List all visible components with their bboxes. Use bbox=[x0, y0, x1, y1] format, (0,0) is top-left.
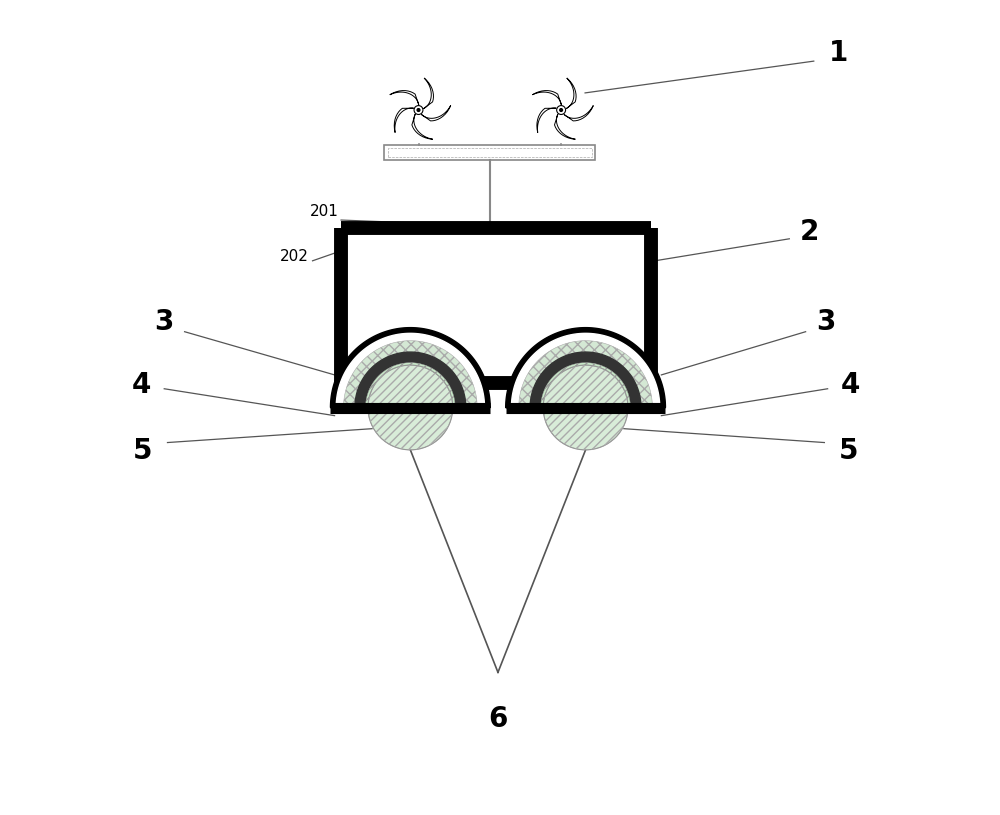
Bar bbox=[388, 148, 592, 157]
Polygon shape bbox=[344, 341, 477, 408]
Text: 4: 4 bbox=[132, 371, 151, 399]
Text: 3: 3 bbox=[816, 308, 836, 336]
Text: 6: 6 bbox=[488, 705, 507, 733]
Polygon shape bbox=[530, 352, 641, 408]
Text: 205: 205 bbox=[492, 353, 521, 368]
Polygon shape bbox=[330, 328, 490, 408]
Text: 5: 5 bbox=[839, 437, 859, 465]
Polygon shape bbox=[532, 90, 561, 105]
Text: 201: 201 bbox=[310, 205, 339, 219]
Polygon shape bbox=[566, 78, 576, 108]
Polygon shape bbox=[555, 114, 575, 139]
Polygon shape bbox=[537, 108, 556, 133]
Polygon shape bbox=[511, 333, 660, 408]
Text: 5: 5 bbox=[133, 437, 153, 465]
Polygon shape bbox=[564, 105, 593, 121]
Polygon shape bbox=[355, 352, 466, 408]
Circle shape bbox=[557, 106, 566, 114]
Polygon shape bbox=[366, 363, 455, 408]
Polygon shape bbox=[551, 373, 620, 408]
Text: 203: 203 bbox=[571, 294, 600, 309]
Polygon shape bbox=[506, 328, 665, 408]
Polygon shape bbox=[421, 105, 451, 121]
Polygon shape bbox=[394, 108, 414, 133]
Circle shape bbox=[560, 108, 562, 112]
Polygon shape bbox=[390, 90, 419, 105]
Polygon shape bbox=[336, 333, 485, 408]
Bar bbox=[341, 228, 651, 383]
Polygon shape bbox=[376, 373, 445, 408]
Text: 204: 204 bbox=[386, 353, 415, 368]
Bar bbox=[384, 145, 595, 160]
Text: 202: 202 bbox=[280, 249, 309, 264]
Circle shape bbox=[543, 365, 628, 450]
Polygon shape bbox=[541, 363, 630, 408]
Text: 2: 2 bbox=[800, 218, 819, 246]
Text: 4: 4 bbox=[841, 371, 860, 399]
Circle shape bbox=[368, 365, 453, 450]
Circle shape bbox=[417, 108, 420, 112]
Polygon shape bbox=[519, 341, 652, 408]
Circle shape bbox=[414, 106, 423, 114]
Polygon shape bbox=[412, 114, 433, 139]
Text: 3: 3 bbox=[155, 308, 174, 336]
Polygon shape bbox=[423, 78, 433, 108]
Text: 1: 1 bbox=[829, 39, 848, 67]
